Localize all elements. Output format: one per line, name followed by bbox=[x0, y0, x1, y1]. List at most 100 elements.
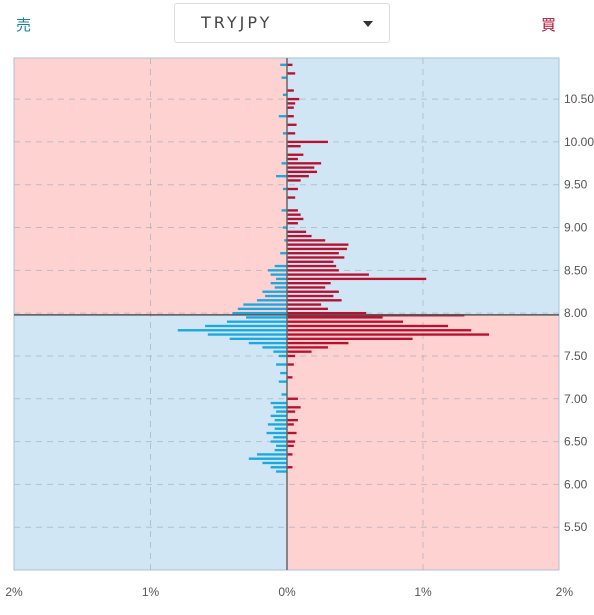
sell-bar bbox=[273, 436, 287, 439]
percent-tick-label: 2% bbox=[5, 585, 23, 599]
chart-tick-labels: 10.50 10.00 9.50 9.00 8.50 8.00 7.50 7.00 6.50 6.… bbox=[5, 92, 594, 599]
sell-bar bbox=[273, 350, 287, 353]
sell-bar bbox=[274, 418, 287, 422]
sell-bar bbox=[262, 461, 287, 465]
buy-bar bbox=[287, 252, 339, 255]
chevron-down-icon bbox=[363, 21, 373, 27]
sell-bar bbox=[270, 466, 287, 469]
sell-bar bbox=[276, 444, 287, 448]
buy-bar bbox=[287, 354, 296, 358]
sell-bar bbox=[262, 290, 287, 293]
buy-bar bbox=[287, 217, 304, 221]
chart-axes bbox=[13, 57, 560, 571]
sell-bar bbox=[267, 269, 287, 272]
sell-bar bbox=[282, 93, 287, 96]
buy-bar bbox=[287, 230, 307, 233]
sell-bar bbox=[243, 303, 287, 306]
sell-bar bbox=[237, 307, 287, 311]
buy-bar bbox=[287, 431, 297, 435]
buy-bar bbox=[287, 303, 322, 306]
buy-bar bbox=[287, 329, 472, 332]
sell-bar bbox=[248, 341, 287, 345]
sell-bar bbox=[278, 354, 287, 358]
buy-bar bbox=[287, 294, 334, 298]
buy-bar bbox=[287, 277, 427, 281]
price-tick-label: 5.50 bbox=[564, 520, 588, 534]
sell-bar bbox=[280, 252, 287, 255]
sell-bar bbox=[270, 273, 287, 276]
sell-bar bbox=[284, 239, 287, 242]
sell-bar bbox=[248, 457, 287, 460]
sell-bar bbox=[274, 448, 287, 452]
sell-bar bbox=[276, 174, 287, 178]
sell-bar bbox=[276, 470, 287, 473]
buy-bar bbox=[287, 234, 312, 238]
buy-label: 買 bbox=[540, 16, 556, 34]
sell-bar bbox=[280, 371, 287, 375]
sell-bar bbox=[282, 187, 287, 191]
sell-bar bbox=[207, 333, 287, 336]
buy-bar bbox=[287, 320, 404, 323]
sell-bar bbox=[281, 76, 287, 79]
buy-bar bbox=[287, 209, 298, 212]
buy-bar bbox=[287, 89, 294, 92]
buy-bar bbox=[287, 187, 298, 191]
buy-bar bbox=[287, 260, 334, 263]
buy-bar bbox=[287, 406, 301, 409]
sell-bar bbox=[282, 226, 287, 229]
currency-pair-value: TRYJPY bbox=[201, 13, 273, 32]
buy-bar bbox=[287, 440, 296, 443]
sell-bar bbox=[270, 414, 287, 418]
sell-bar bbox=[256, 453, 287, 456]
sell-bar bbox=[256, 299, 287, 302]
buy-bar bbox=[287, 324, 449, 328]
buy-bar bbox=[287, 170, 318, 174]
price-tick-label: 10.00 bbox=[564, 135, 594, 149]
buy-bar bbox=[287, 97, 300, 101]
buy-bar bbox=[287, 269, 339, 272]
buy-bar bbox=[287, 286, 326, 289]
buy-bar bbox=[287, 290, 339, 293]
sell-bar bbox=[265, 294, 287, 298]
percent-tick-label: 1% bbox=[142, 585, 160, 599]
buy-bar bbox=[287, 466, 293, 469]
buy-bar bbox=[287, 222, 298, 225]
buy-bar bbox=[287, 337, 413, 341]
buy-bar bbox=[287, 282, 331, 285]
buy-bar bbox=[287, 453, 293, 456]
sell-bar bbox=[226, 320, 287, 323]
sell-bar bbox=[205, 324, 287, 328]
sell-bar bbox=[276, 410, 287, 413]
buy-bar bbox=[287, 299, 342, 302]
sell-bar bbox=[270, 282, 287, 285]
buy-bar bbox=[287, 174, 309, 178]
sell-bar bbox=[274, 427, 287, 430]
buy-bar bbox=[287, 247, 348, 251]
sell-bar bbox=[232, 311, 287, 315]
buy-bar bbox=[287, 140, 328, 144]
buy-bar bbox=[287, 243, 349, 246]
buy-bar bbox=[287, 264, 337, 268]
percent-tick-label: 0% bbox=[278, 585, 296, 599]
buy-bar bbox=[287, 213, 301, 216]
buy-bar bbox=[287, 132, 296, 135]
currency-pair-dropdown[interactable]: TRYJPY bbox=[174, 3, 390, 43]
buy-bar bbox=[287, 363, 294, 366]
price-tick-label: 8.50 bbox=[564, 263, 588, 277]
buy-bar bbox=[287, 273, 369, 276]
price-tick-label: 7.00 bbox=[564, 392, 588, 406]
buy-bar bbox=[287, 341, 349, 345]
sell-bar bbox=[274, 264, 287, 268]
chart-bars bbox=[177, 63, 490, 473]
buy-bar bbox=[287, 316, 383, 319]
sell-bar bbox=[281, 393, 287, 396]
sell-bar bbox=[278, 380, 287, 383]
price-tick-label: 7.50 bbox=[564, 349, 588, 363]
sell-bar bbox=[262, 346, 287, 349]
buy-bar bbox=[287, 307, 328, 311]
percent-tick-label: 1% bbox=[414, 585, 432, 599]
buy-bar bbox=[287, 145, 301, 148]
price-tick-label: 9.50 bbox=[564, 178, 588, 192]
sell-bar bbox=[229, 337, 287, 341]
